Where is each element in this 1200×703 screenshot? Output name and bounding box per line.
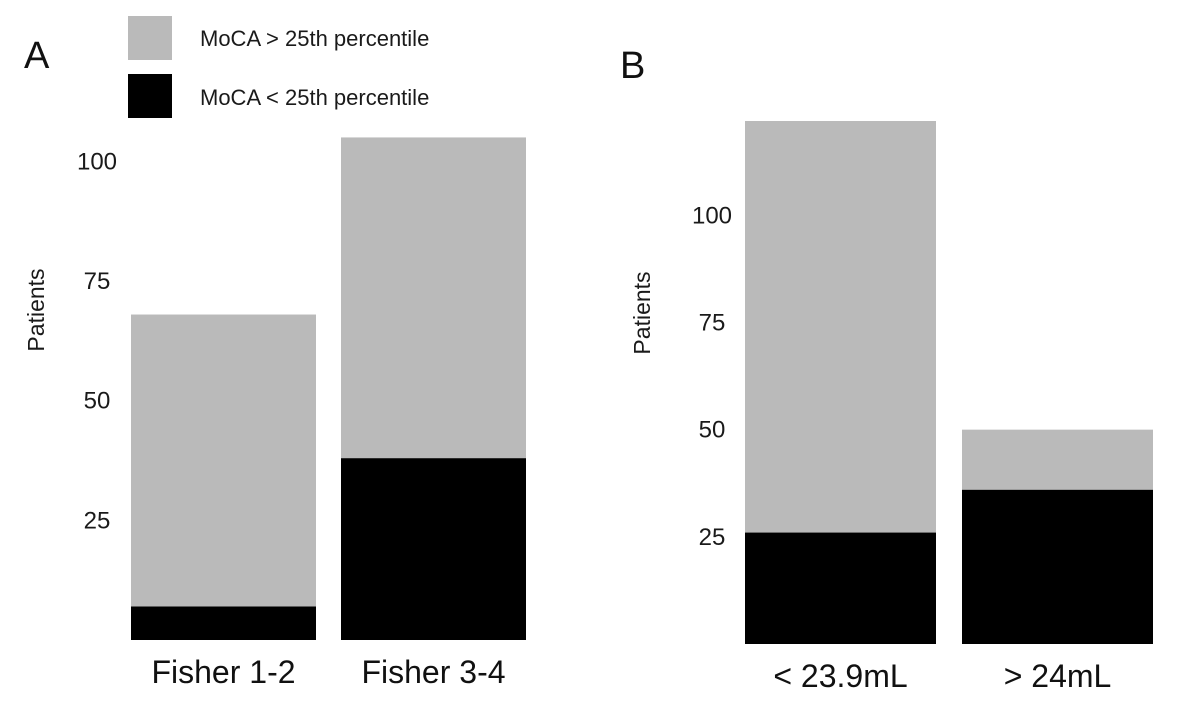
category-label: Fisher 1-2 <box>151 654 295 690</box>
bar-24ml-above <box>962 429 1153 490</box>
y-tick-label: 25 <box>699 524 726 551</box>
bar-fisher-3-4-above <box>341 137 526 459</box>
category-labels-a: Fisher 1-2 Fisher 3-4 <box>151 654 505 690</box>
legend: MoCA > 25th percentile MoCA < 25th perce… <box>128 16 429 118</box>
legend-label-above: MoCA > 25th percentile <box>200 26 429 51</box>
y-tick-label: 75 <box>699 309 726 336</box>
legend-label-below: MoCA < 25th percentile <box>200 85 429 110</box>
bars-b <box>745 121 1153 644</box>
bar-24ml-below <box>962 489 1153 644</box>
bar-fisher-1-2-above <box>131 314 316 607</box>
y-ticks-a: 25 50 75 100 <box>77 148 117 534</box>
bars-a <box>131 137 526 640</box>
panel-b: B Patients 25 50 75 100 < 23.9mL > 24mL <box>620 45 1153 694</box>
bar-fisher-1-2-below <box>131 606 316 640</box>
y-ticks-b: 25 50 75 100 <box>692 202 732 551</box>
y-tick-label: 25 <box>84 507 111 534</box>
category-label: Fisher 3-4 <box>361 654 505 690</box>
y-tick-label: 50 <box>84 388 111 415</box>
y-tick-label: 75 <box>84 268 111 295</box>
y-axis-label-b: Patients <box>629 271 655 354</box>
panel-letter-a: A <box>24 35 50 77</box>
y-axis-label-a: Patients <box>23 268 49 351</box>
y-tick-label: 100 <box>77 148 117 175</box>
panel-letter-b: B <box>620 45 645 87</box>
legend-swatch-below <box>128 74 172 118</box>
panel-a: A Patients 25 50 75 100 Fisher 1-2 Fisher 3-… <box>23 35 526 690</box>
y-tick-label: 100 <box>692 202 732 229</box>
bar-23-9ml-above <box>745 121 936 533</box>
bar-23-9ml-below <box>745 532 936 644</box>
category-label: < 23.9mL <box>773 658 907 694</box>
category-label: > 24mL <box>1004 658 1112 694</box>
bar-fisher-3-4-below <box>341 458 526 640</box>
category-labels-b: < 23.9mL > 24mL <box>773 658 1111 694</box>
legend-swatch-above <box>128 16 172 60</box>
y-tick-label: 50 <box>699 417 726 444</box>
